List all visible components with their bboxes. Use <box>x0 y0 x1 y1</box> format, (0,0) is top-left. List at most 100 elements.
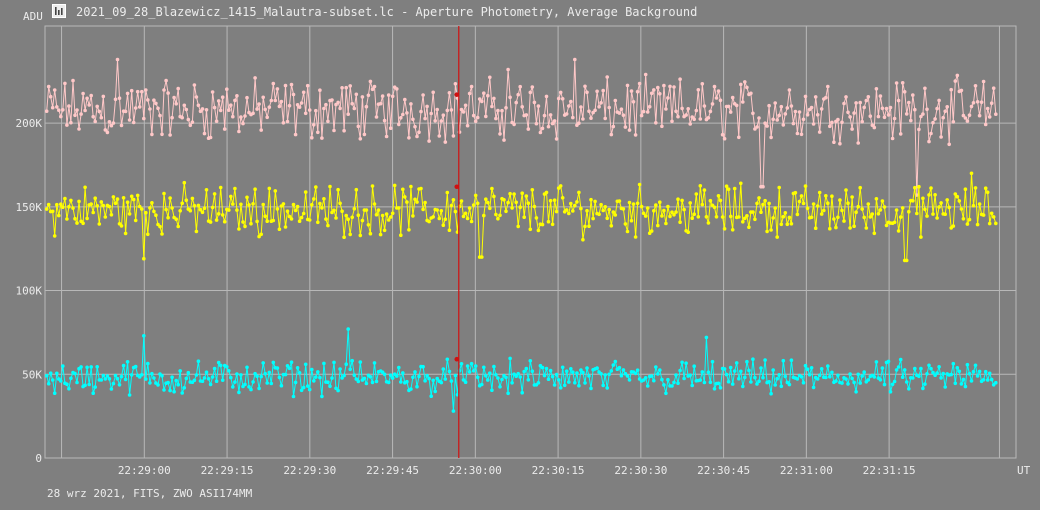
data-point <box>101 94 106 99</box>
y-tick-label: 200K <box>16 117 43 130</box>
data-point <box>303 362 308 367</box>
data-point <box>344 213 349 218</box>
data-point <box>261 95 266 100</box>
data-point <box>668 214 672 219</box>
data-point <box>830 194 834 198</box>
data-point <box>732 186 737 191</box>
data-point <box>289 82 294 87</box>
data-point <box>692 212 696 216</box>
data-point <box>698 117 703 121</box>
data-point <box>241 121 245 126</box>
data-point <box>801 201 806 206</box>
data-point <box>765 229 769 234</box>
data-point <box>441 113 446 117</box>
data-point <box>449 203 454 208</box>
data-point <box>846 110 850 115</box>
data-point <box>403 195 407 199</box>
data-point <box>896 229 901 233</box>
data-point <box>919 235 923 239</box>
data-point <box>571 370 575 375</box>
data-point <box>281 121 286 125</box>
data-point <box>779 222 784 227</box>
data-point <box>91 210 95 215</box>
data-point <box>666 96 670 100</box>
data-point <box>811 202 816 206</box>
data-point <box>451 409 456 413</box>
data-point <box>625 229 630 234</box>
data-point <box>817 190 822 195</box>
data-point <box>216 99 221 103</box>
data-point <box>747 225 751 229</box>
data-point <box>467 91 472 96</box>
data-point <box>943 212 947 216</box>
data-point <box>352 207 357 211</box>
data-point <box>680 198 684 203</box>
data-point <box>672 380 676 385</box>
data-point <box>617 365 622 370</box>
data-point <box>52 234 57 238</box>
data-point <box>803 184 808 188</box>
data-point <box>769 391 773 396</box>
data-point <box>927 363 931 368</box>
data-point <box>900 206 905 210</box>
data-point <box>79 112 83 116</box>
data-point <box>117 96 122 100</box>
data-point <box>704 215 709 219</box>
data-point <box>413 370 417 374</box>
data-point <box>635 89 640 94</box>
data-point <box>965 119 970 123</box>
data-point <box>67 104 71 108</box>
data-point <box>876 212 881 216</box>
data-point <box>170 206 174 210</box>
data-point <box>917 184 921 189</box>
data-point <box>310 135 314 140</box>
data-point <box>647 104 652 109</box>
data-point <box>919 366 923 371</box>
x-tick-label: 22:29:45 <box>366 464 419 477</box>
data-point <box>101 373 106 378</box>
data-point <box>971 203 976 208</box>
data-point <box>348 232 353 237</box>
data-point <box>710 359 715 364</box>
data-point <box>146 232 150 237</box>
data-point <box>496 216 500 221</box>
data-point <box>508 191 512 196</box>
data-point <box>277 104 282 109</box>
series-line <box>46 329 997 412</box>
data-point <box>352 373 357 378</box>
data-point <box>828 374 832 379</box>
data-point <box>540 222 545 227</box>
data-point <box>599 202 603 207</box>
data-point <box>949 372 953 377</box>
data-point <box>251 202 255 206</box>
app-icon[interactable] <box>52 4 66 18</box>
data-point <box>852 380 856 385</box>
series-series_bot <box>44 327 998 413</box>
data-point <box>77 127 81 131</box>
data-point <box>728 214 733 219</box>
data-point <box>194 229 199 234</box>
data-point <box>168 388 172 393</box>
data-point <box>973 84 978 88</box>
data-point <box>528 90 533 95</box>
data-point <box>789 222 794 226</box>
data-point <box>395 87 399 91</box>
data-point <box>961 377 966 382</box>
data-point <box>117 383 122 387</box>
data-point <box>929 366 933 371</box>
data-point <box>125 360 130 364</box>
data-point <box>759 366 763 370</box>
data-point <box>279 383 284 388</box>
data-point <box>73 371 77 376</box>
data-point <box>338 106 342 111</box>
data-point <box>237 227 241 231</box>
data-point <box>356 213 361 217</box>
data-point <box>182 103 187 108</box>
data-point <box>453 209 458 214</box>
data-point <box>83 108 87 113</box>
time-cursor[interactable] <box>454 26 460 458</box>
data-point <box>876 114 881 119</box>
data-point <box>231 202 235 206</box>
data-point <box>239 373 243 377</box>
